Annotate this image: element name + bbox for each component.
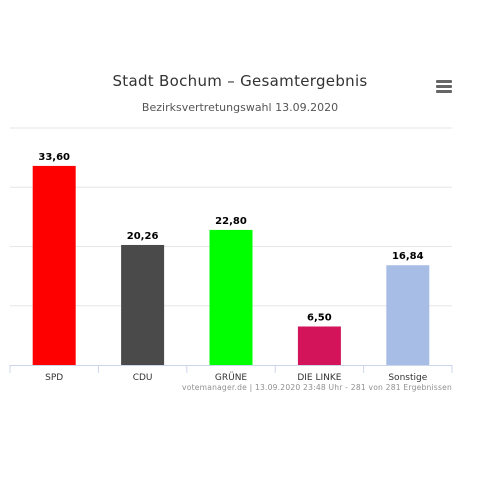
x-tick-label: DIE LINKE [297, 373, 341, 383]
data-label: 20,26 [127, 231, 159, 242]
credits-text: votemanager.de | 13.09.2020 23:48 Uhr - … [182, 383, 452, 392]
bar-sonstige [386, 265, 430, 365]
data-label: 33,60 [38, 152, 70, 163]
chart-title: Stadt Bochum – Gesamtergebnis [112, 72, 368, 90]
x-tick-label: GRÜNE [215, 372, 248, 383]
x-tick-label: SPD [45, 373, 63, 383]
x-tick-label: Sonstige [388, 373, 427, 383]
bar-cdu [121, 244, 165, 365]
chart-subtitle: Bezirksvertretungswahl 13.09.2020 [141, 101, 339, 114]
hamburger-menu-icon[interactable] [436, 80, 452, 94]
bar-spd [32, 165, 76, 365]
bar-gr-ne [209, 229, 253, 365]
bar-die-linke [297, 326, 341, 365]
x-tick-label: CDU [133, 373, 153, 383]
data-label: 22,80 [215, 216, 247, 227]
data-label: 16,84 [392, 251, 424, 262]
data-label: 6,50 [307, 312, 332, 323]
